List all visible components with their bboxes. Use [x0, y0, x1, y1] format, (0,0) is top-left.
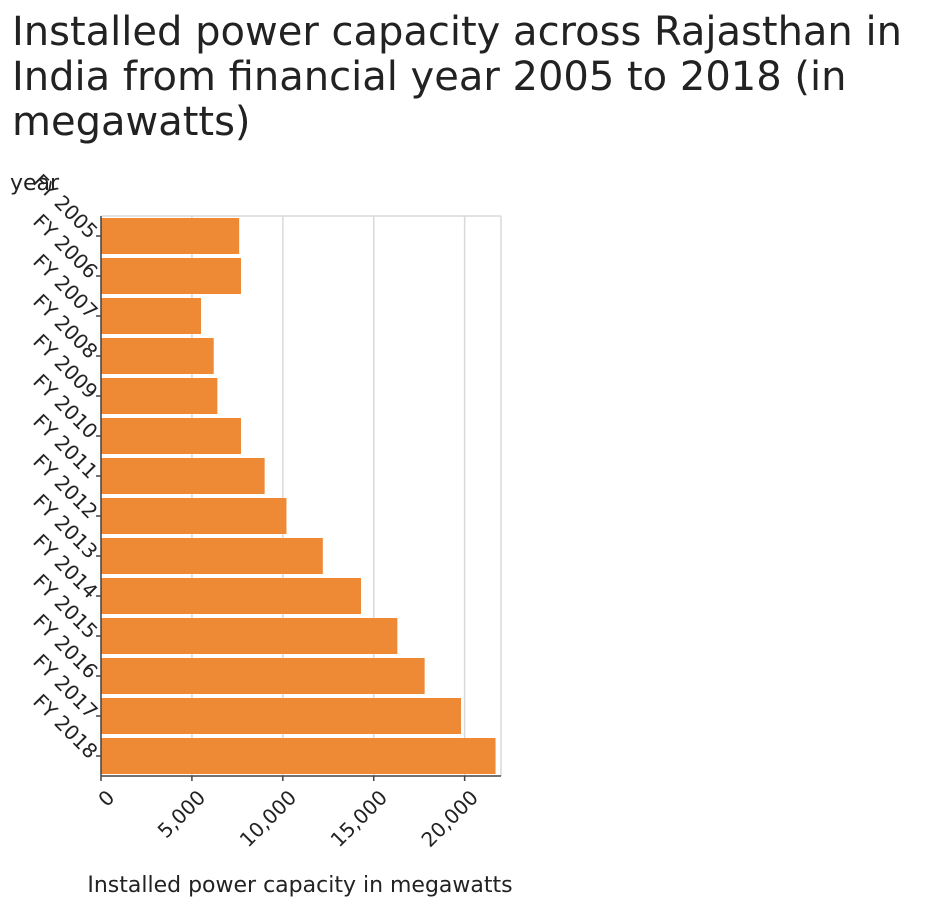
bar: [101, 538, 323, 574]
bar: [101, 698, 461, 734]
x-tick-label: 5,000: [153, 785, 210, 842]
bar: [101, 618, 398, 654]
bar: [101, 498, 287, 534]
x-tick-label: 10,000: [235, 785, 301, 851]
bar: [101, 218, 240, 254]
bar: [101, 258, 241, 294]
x-axis-label: Installed power capacity in megawatts: [87, 873, 512, 898]
bar: [101, 738, 496, 774]
bar: [101, 658, 425, 694]
axes: [96, 216, 501, 781]
bars: [101, 218, 496, 774]
bar: [101, 578, 361, 614]
bar: [101, 458, 265, 494]
bar: [101, 378, 218, 414]
x-tick-label: 15,000: [326, 785, 392, 851]
chart-title: Installed power capacity across Rajastha…: [12, 9, 902, 145]
x-tick-label: 20,000: [416, 785, 482, 851]
x-tick-labels: 0 5,000 10,000 15,000 20,000: [93, 785, 483, 851]
bar: [101, 298, 201, 334]
bar: [101, 338, 214, 374]
x-tick-label: 0: [93, 785, 119, 811]
bar: [101, 418, 241, 454]
y-axis-label: year: [10, 171, 60, 196]
